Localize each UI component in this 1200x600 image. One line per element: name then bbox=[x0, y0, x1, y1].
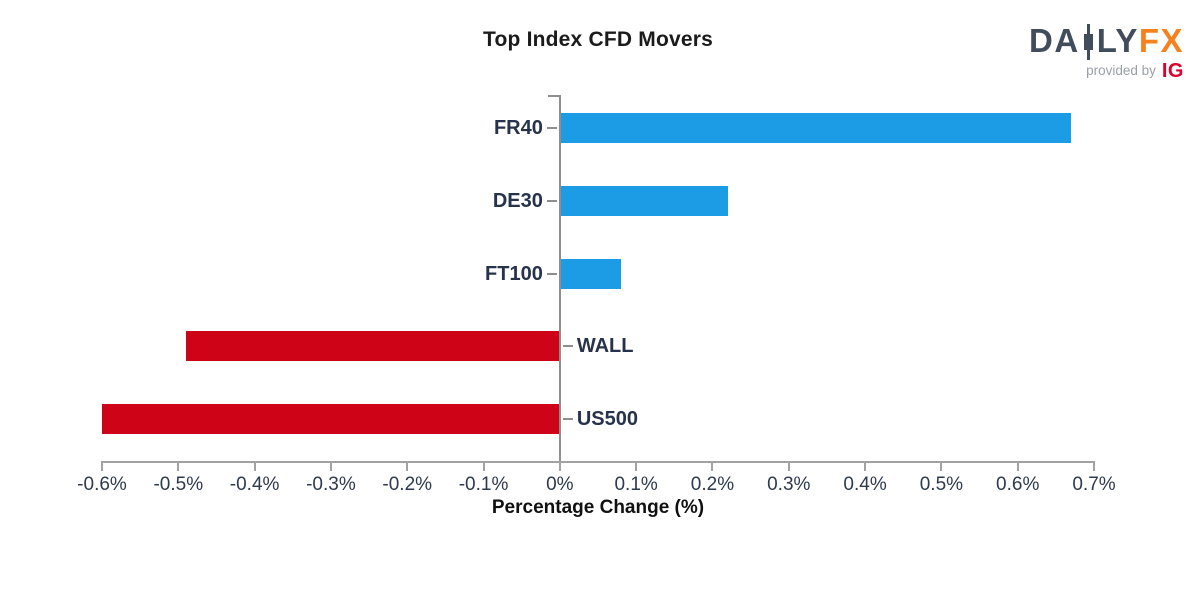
x-tick-mark bbox=[711, 463, 714, 471]
provided-by-text: provided by bbox=[1086, 63, 1156, 78]
x-tick-mark bbox=[787, 463, 790, 471]
x-tick-label: -0.3% bbox=[306, 474, 356, 495]
x-tick-label: 0.7% bbox=[1072, 474, 1116, 495]
bar-wall bbox=[185, 331, 559, 362]
x-axis-line bbox=[101, 461, 1095, 463]
x-tick-label: -0.5% bbox=[153, 474, 204, 495]
x-tick-mark bbox=[635, 463, 638, 471]
category-label-wall: WALL bbox=[576, 335, 634, 358]
bar-de30 bbox=[560, 185, 728, 216]
dailyfx-wordmark: DA LYFX bbox=[1029, 22, 1184, 60]
x-tick-mark bbox=[101, 463, 103, 471]
category-label-us500: US500 bbox=[576, 408, 638, 430]
x-tick-label: -0.2% bbox=[382, 474, 433, 495]
category-tick-mark bbox=[546, 199, 557, 202]
x-tick-label: -0.6% bbox=[77, 474, 127, 495]
x-tick-label: 0.2% bbox=[690, 474, 735, 495]
x-tick-mark bbox=[253, 463, 256, 471]
category-label-fr40: FR40 bbox=[493, 117, 543, 139]
x-tick-label: 0.4% bbox=[843, 474, 887, 495]
x-tick-label: 0.3% bbox=[767, 474, 811, 495]
x-tick-mark bbox=[177, 463, 180, 471]
y-axis-line bbox=[558, 95, 561, 461]
category-label-ft100: FT100 bbox=[485, 262, 543, 285]
bar-us500 bbox=[102, 404, 559, 434]
x-tick-mark bbox=[558, 463, 561, 471]
dailyfx-logo: DA LYFX provided by IG bbox=[1029, 24, 1184, 83]
x-tick-label: 0.6% bbox=[996, 474, 1040, 495]
chart-title: Top Index CFD Movers bbox=[483, 28, 713, 51]
x-tick-mark bbox=[1093, 463, 1095, 471]
x-tick-mark bbox=[482, 463, 485, 471]
category-tick-mark bbox=[546, 127, 557, 129]
x-tick-label: 0% bbox=[546, 474, 574, 495]
bar-ft100 bbox=[560, 258, 621, 289]
x-tick-label: 0.1% bbox=[614, 474, 658, 495]
category-tick-mark bbox=[562, 345, 573, 348]
x-tick-label: 0.5% bbox=[919, 474, 964, 495]
x-tick-mark bbox=[329, 463, 332, 471]
category-label-de30: DE30 bbox=[492, 189, 543, 212]
logo-text-da: DA bbox=[1029, 22, 1080, 59]
candlestick-icon bbox=[1083, 24, 1093, 60]
logo-text-fx: FX bbox=[1138, 22, 1184, 59]
ig-logo-text: IG bbox=[1161, 60, 1184, 82]
x-tick-label: -0.1% bbox=[458, 474, 509, 495]
x-tick-label: -0.4% bbox=[229, 474, 280, 495]
category-tick-mark bbox=[562, 418, 573, 420]
logo-provided-by-line: provided by IG bbox=[1029, 60, 1184, 83]
category-tick-mark bbox=[546, 272, 557, 275]
y-axis-top-cap bbox=[547, 95, 559, 97]
x-tick-mark bbox=[940, 463, 943, 471]
bar-fr40 bbox=[560, 113, 1072, 143]
x-tick-mark bbox=[406, 463, 409, 471]
x-axis-label: Percentage Change (%) bbox=[491, 497, 705, 518]
x-tick-mark bbox=[864, 463, 867, 471]
x-tick-mark bbox=[1016, 463, 1019, 471]
logo-text-ly: LY bbox=[1096, 22, 1139, 59]
